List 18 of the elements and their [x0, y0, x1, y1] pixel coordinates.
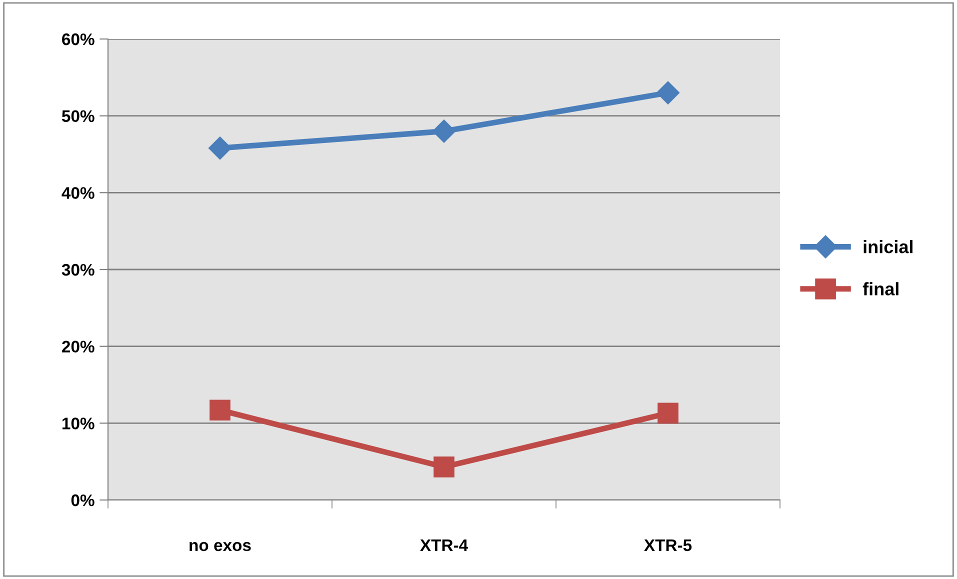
point: [658, 402, 678, 424]
x-tick-label: XTR-5: [644, 540, 692, 552]
y-tick-label: 50%: [62, 110, 94, 122]
point: [434, 456, 454, 478]
legend-label: inicial: [864, 240, 912, 254]
y-tick-label: 60%: [62, 33, 94, 46]
x-tick-label: no exos: [190, 542, 251, 552]
point: [656, 81, 680, 104]
legend-label: final: [862, 282, 898, 296]
point: [210, 400, 230, 421]
x-tick-label: XTR-4: [420, 540, 468, 551]
y-tick-label: 20%: [62, 340, 94, 353]
y-tick-label: 0%: [71, 494, 94, 506]
point: [432, 120, 456, 143]
point: [208, 136, 232, 160]
y-tick-label: 10%: [62, 418, 94, 430]
y-tick-label: 40%: [62, 187, 94, 199]
y-tick-label: 30%: [62, 264, 94, 276]
